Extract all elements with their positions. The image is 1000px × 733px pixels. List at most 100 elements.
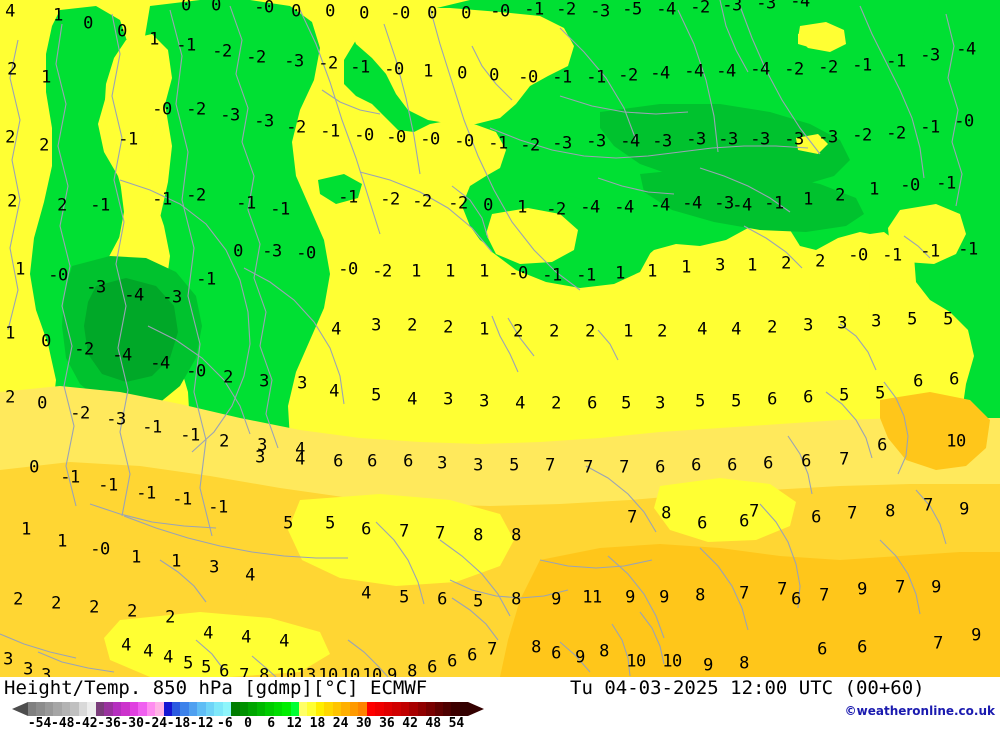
colorbar-swatch <box>442 702 452 716</box>
colorbar-tick-labels: -54 -48 -42 -36 -30 -24 -18 -12 -6 0 6 12 18 24 30 36 42… <box>0 716 1000 732</box>
colorbar-swatch <box>78 702 88 716</box>
colorbar-swatch <box>273 702 283 716</box>
field-yellow-tongue-north <box>350 8 574 124</box>
colorbar-swatch <box>341 702 350 716</box>
chart-title: Height/Temp. 850 hPa [gdmp][°C] ECMWF <box>4 677 428 699</box>
colorbar-tick: -12 <box>189 716 214 731</box>
field-green-darker-core-w <box>84 278 178 382</box>
field-green-blob-ml <box>318 174 362 204</box>
colorbar-swatch <box>366 702 376 716</box>
colorbar-tick: -36 <box>97 716 121 731</box>
colorbar-tick: -30 <box>120 716 144 731</box>
colorbar-swatch <box>129 702 139 716</box>
colorbar-swatch <box>265 702 274 716</box>
copyright-credit: ©weatheronline.co.uk <box>844 704 995 718</box>
field-yellow-blob-e3 <box>868 278 918 318</box>
colorbar-swatch <box>197 702 206 716</box>
colorbar-tick: -24 <box>143 716 168 731</box>
colorbar-swatch <box>400 702 410 716</box>
field-yellow-intrusion-e <box>888 204 966 264</box>
colorbar-swatch <box>222 702 232 716</box>
colorbar-tick: 12 <box>286 716 303 731</box>
colorbar-swatch <box>146 702 156 716</box>
colorbar-swatch <box>163 702 172 716</box>
temperature-field-svg <box>0 0 1000 677</box>
colorbar-tick: 6 <box>267 716 276 731</box>
colorbar-swatch <box>171 702 181 716</box>
colorbar-tick: 48 <box>425 716 442 731</box>
colorbar-swatch <box>28 702 37 716</box>
colorbar-swatch <box>95 702 105 716</box>
colorbar-right-cap-icon <box>468 702 484 716</box>
colorbar-left-cap-icon <box>12 702 28 716</box>
field-yellow-island-2 <box>864 244 892 264</box>
colorbar-swatch <box>44 702 54 716</box>
colorbar-swatch <box>121 702 130 716</box>
colorbar-tick: 18 <box>309 716 326 731</box>
colorbar-swatch <box>155 702 164 716</box>
footer: Height/Temp. 850 hPa [gdmp][°C] ECMWF Tu… <box>0 677 1000 733</box>
colorbar-tick: 54 <box>448 716 465 731</box>
field-yellow-pocket-1 <box>288 494 514 586</box>
colorbar-swatch <box>451 702 460 716</box>
colorbar-tick: -42 <box>74 716 98 731</box>
colorbar-swatch <box>61 702 71 716</box>
colorbar-swatch <box>315 702 325 716</box>
field-yellow-pocket-3 <box>104 612 330 677</box>
colorbar-swatch <box>383 702 393 716</box>
weather-map-panel[interactable]: 4 1 0 0 1 0 0 -0 0 0 0 -0 0 0 -0 -1 -2 -3 -5 -4 -2 -3 -3 -4 2 1 -1… <box>0 0 1000 677</box>
colorbar-swatch <box>409 702 418 716</box>
field-green-dark-ne <box>600 104 850 188</box>
colorbar-swatch <box>358 702 367 716</box>
colorbar-swatch <box>417 702 427 716</box>
colorbar-swatch <box>188 702 198 716</box>
colorbar-swatch <box>138 702 147 716</box>
colorbar-swatch <box>205 702 215 716</box>
colorbar-swatch <box>256 702 266 716</box>
valid-datetime: Tu 04-03-2025 12:00 UTC (00+60) <box>570 677 925 699</box>
colorbar-tick: -54 <box>27 716 52 731</box>
coastline-layer <box>0 0 963 677</box>
colorbar[interactable] <box>12 702 484 716</box>
colorbar-swatch <box>299 702 308 716</box>
colorbar-swatches <box>28 702 469 716</box>
colorbar-swatch <box>349 702 359 716</box>
colorbar-swatch <box>459 702 469 716</box>
colorbar-tick: 36 <box>379 716 395 731</box>
colorbar-swatch <box>53 702 62 716</box>
colorbar-swatch <box>282 702 291 716</box>
colorbar-swatch <box>214 702 223 716</box>
colorbar-swatch <box>375 702 384 716</box>
colorbar-tick: 0 <box>244 716 252 731</box>
colorbar-tick: -18 <box>166 716 191 731</box>
colorbar-swatch <box>426 702 435 716</box>
field-yellow-pocket-2 <box>654 478 796 542</box>
colorbar-tick: 30 <box>355 716 372 731</box>
field-warm-3 <box>500 544 1000 677</box>
colorbar-tick: 24 <box>332 716 349 731</box>
field-yellow-dot-1 <box>798 30 822 48</box>
field-yellow-cut-centre <box>486 208 578 264</box>
field-green-dark-e <box>640 168 864 232</box>
field-warm-5 <box>0 548 250 626</box>
colorbar-tick: -6 <box>217 716 233 731</box>
colorbar-tick: -48 <box>50 716 75 731</box>
colorbar-swatch <box>36 702 45 716</box>
colorbar-swatch <box>332 702 342 716</box>
colorbar-swatch <box>70 702 79 716</box>
colorbar-swatch <box>307 702 316 716</box>
field-yellow-notch-w <box>104 34 172 330</box>
colorbar-swatch <box>248 702 257 716</box>
colorbar-swatch <box>392 702 401 716</box>
colorbar-swatch <box>290 702 299 716</box>
colorbar-swatch <box>434 702 443 716</box>
field-warm-4 <box>880 392 990 470</box>
colorbar-swatch <box>180 702 189 716</box>
colorbar-swatch <box>87 702 96 716</box>
colorbar-swatch <box>324 702 333 716</box>
colorbar-swatch <box>239 702 249 716</box>
colorbar-swatch <box>104 702 113 716</box>
colorbar-swatch <box>112 702 122 716</box>
colorbar-swatch <box>231 702 240 716</box>
